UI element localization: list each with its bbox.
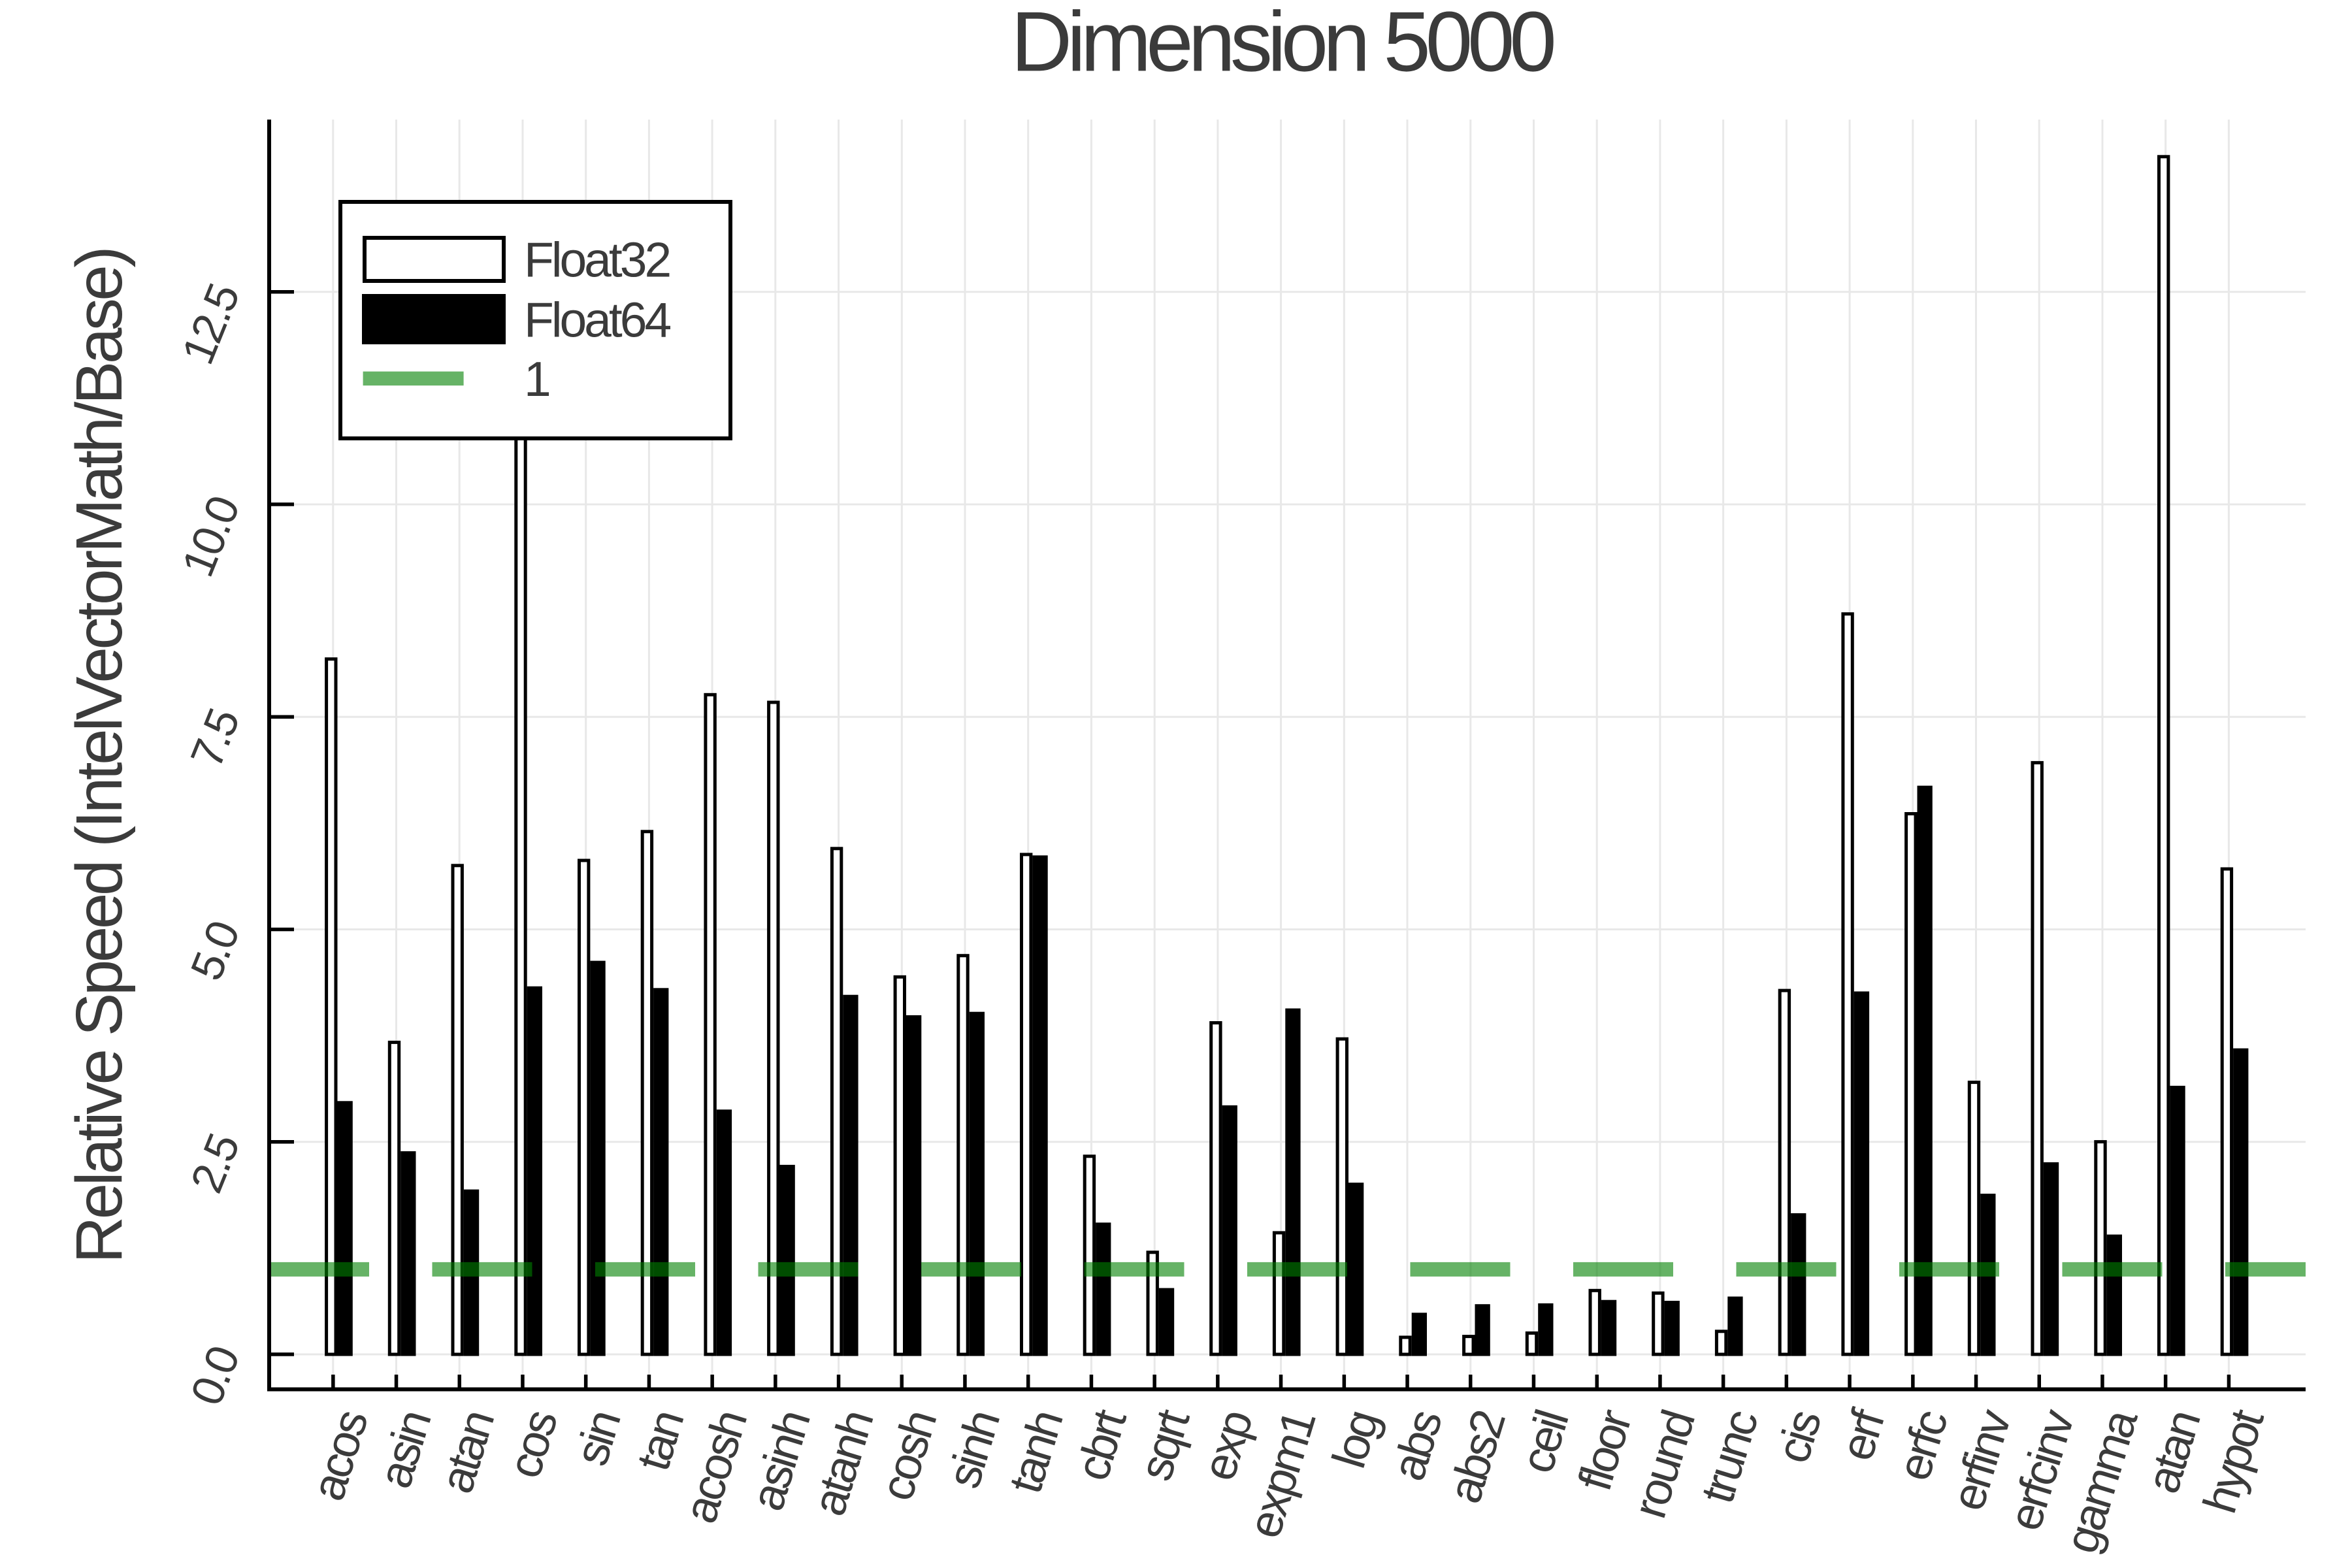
svg-text:Float64: Float64	[524, 292, 670, 347]
svg-text:Float32: Float32	[524, 233, 669, 287]
svg-text:Dimension 5000: Dimension 5000	[1011, 0, 1554, 89]
svg-text:1: 1	[524, 351, 549, 406]
svg-text:Relative Speed (IntelVectorMat: Relative Speed (IntelVectorMath/Base)	[63, 249, 136, 1264]
